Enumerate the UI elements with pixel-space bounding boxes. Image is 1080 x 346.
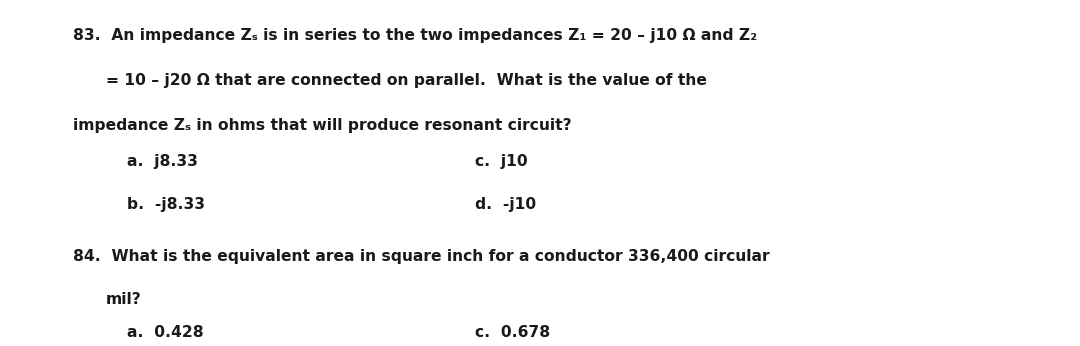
Text: = 10 – j20 Ω that are connected on parallel.  What is the value of the: = 10 – j20 Ω that are connected on paral… (106, 73, 706, 88)
Text: a.  0.428: a. 0.428 (127, 325, 204, 339)
Text: c.  j10: c. j10 (475, 154, 528, 169)
Text: c.  0.678: c. 0.678 (475, 325, 551, 339)
Text: impedance Zₛ in ohms that will produce resonant circuit?: impedance Zₛ in ohms that will produce r… (73, 118, 572, 133)
Text: mil?: mil? (106, 292, 141, 307)
Text: d.  -j10: d. -j10 (475, 197, 537, 212)
Text: 84.  What is the equivalent area in square inch for a conductor 336,400 circular: 84. What is the equivalent area in squar… (73, 249, 770, 264)
Text: a.  j8.33: a. j8.33 (127, 154, 199, 169)
Text: b.  -j8.33: b. -j8.33 (127, 197, 205, 212)
Text: 83.  An impedance Zₛ is in series to the two impedances Z₁ = 20 – j10 Ω and Z₂: 83. An impedance Zₛ is in series to the … (73, 28, 757, 43)
